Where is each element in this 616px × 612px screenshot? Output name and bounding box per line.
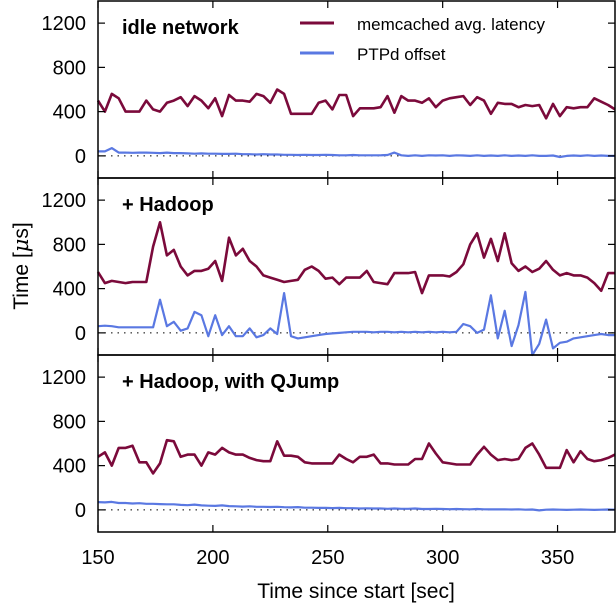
panel-2: 0 400 800 1200 + Hadoop (42, 177, 616, 357)
y-tick-label: 400 (53, 456, 86, 478)
panel-title: + Hadoop, with QJump (122, 371, 339, 393)
x-tick-label: 150 (81, 547, 114, 569)
x-tick-label: 350 (541, 547, 574, 569)
series-line-ptpd (98, 147, 615, 159)
y-tick-label: 0 (75, 323, 86, 345)
panel-title: idle network (122, 17, 240, 39)
y-tick-label: 800 (53, 234, 86, 256)
y-tick-label: 1200 (42, 13, 87, 35)
y-tick-label: 1200 (42, 190, 87, 212)
y-tick-label: 0 (75, 500, 86, 522)
panel-title: + Hadoop (122, 194, 214, 216)
x-tick-label: 250 (311, 547, 344, 569)
y-tick-label: 800 (53, 57, 86, 79)
x-tick-label: 200 (196, 547, 229, 569)
legend-label-ptpd: PTPd offset (357, 45, 446, 64)
series-line-memcached (96, 221, 615, 295)
plot-frame (97, 354, 616, 533)
y-axis-label: Time [μs] (9, 222, 33, 310)
legend: memcached avg. latency PTPd offset (300, 15, 546, 64)
y-tick-label: 0 (75, 146, 86, 168)
y-tick-label: 400 (53, 279, 86, 301)
series-line-ptpd (97, 290, 615, 357)
series-line-ptpd (97, 500, 616, 512)
y-tick-label: 400 (53, 102, 86, 124)
series-line-memcached (97, 438, 616, 475)
y-tick-label: 800 (53, 411, 86, 433)
legend-label-memcached: memcached avg. latency (357, 15, 546, 34)
panel-3: 0 400 800 1200 + Hadoop, with QJump (42, 354, 616, 533)
panel-1: 0 400 800 1200 idle network (42, 0, 616, 179)
x-tick-label: 300 (426, 547, 459, 569)
y-tick-label: 1200 (42, 367, 87, 389)
x-axis-label: Time since start [sec] (257, 580, 455, 603)
series-line-memcached (96, 88, 616, 120)
